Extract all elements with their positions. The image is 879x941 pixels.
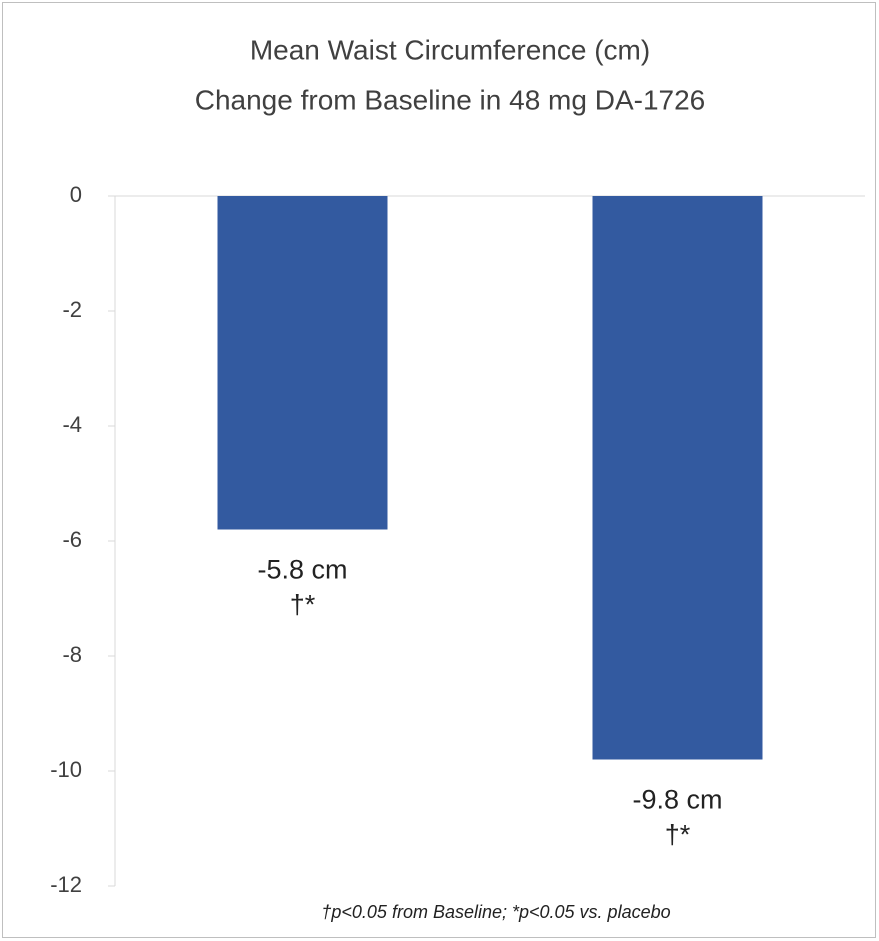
value-label: -5.8 cm	[257, 555, 347, 585]
y-tick-label: -10	[50, 757, 82, 782]
y-tick-label: -2	[62, 297, 82, 322]
y-tick-label: -12	[50, 872, 82, 897]
y-tick-label: -6	[62, 527, 82, 552]
y-tick-label: -8	[62, 642, 82, 667]
y-tick-label: 0	[70, 182, 82, 207]
annotation: †*	[665, 820, 691, 850]
value-label: -9.8 cm	[632, 785, 722, 815]
bar	[592, 196, 763, 760]
footnote: †p<0.05 from Baseline; *p<0.05 vs. place…	[321, 902, 670, 922]
chart-title: Mean Waist Circumference (cm)	[250, 34, 650, 65]
bar	[217, 196, 388, 530]
chart-title: Change from Baseline in 48 mg DA-1726	[195, 84, 706, 115]
annotation: †*	[290, 590, 316, 620]
y-tick-label: -4	[62, 412, 82, 437]
